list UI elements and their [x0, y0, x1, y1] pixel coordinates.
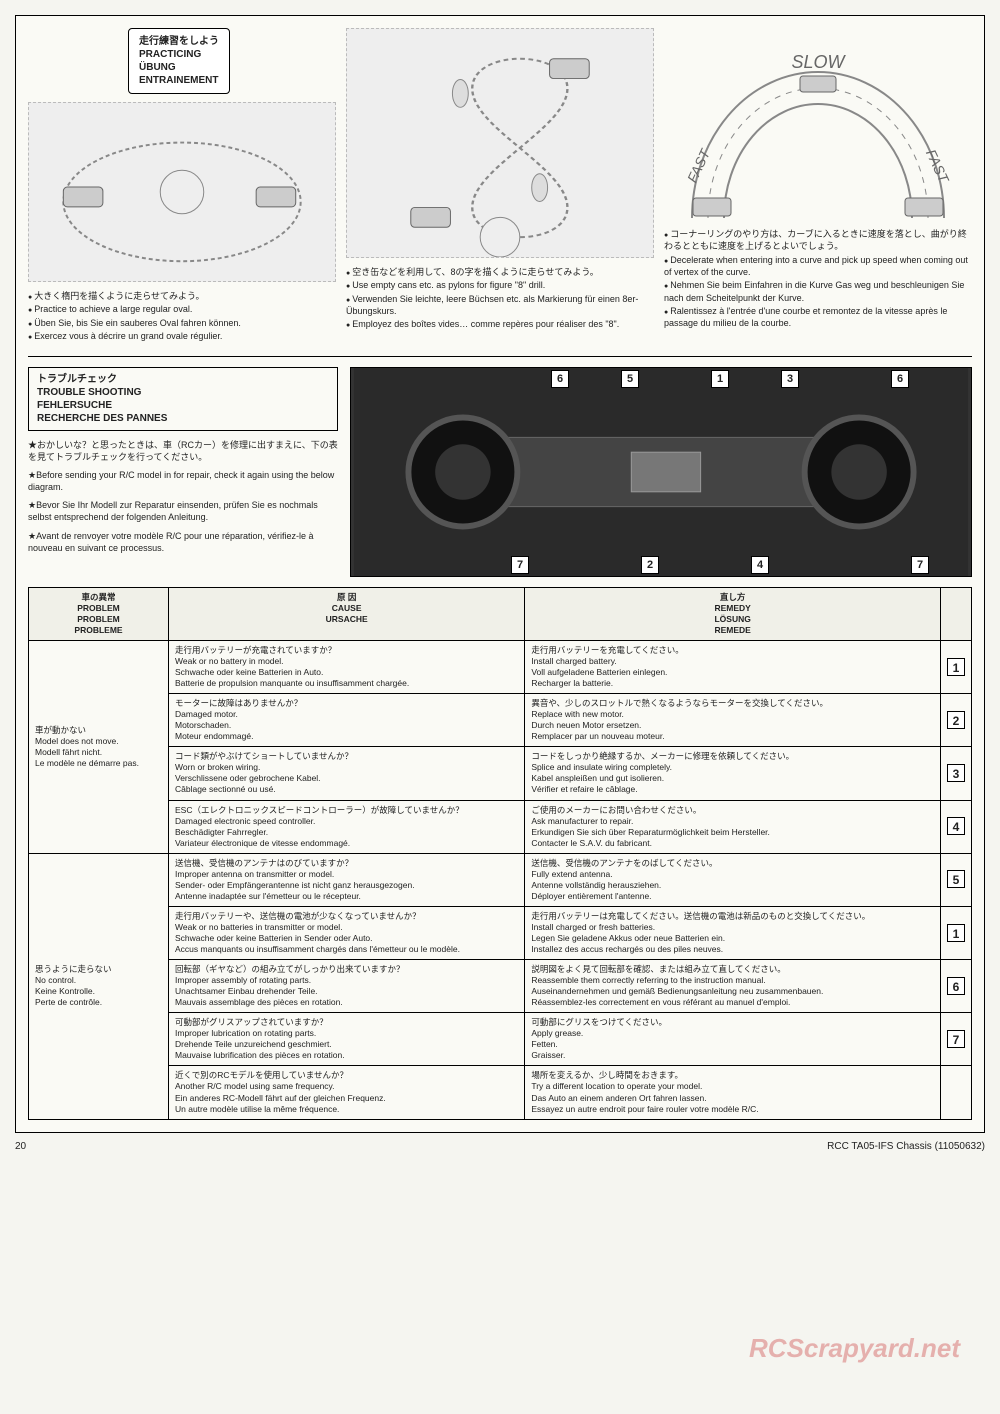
ti-de: ★Bevor Sie Ihr Modell zur Reparatur eins… [28, 499, 338, 523]
mb-jp: 空き缶などを利用して、8の字を描くように走らせてみよう。 [346, 266, 654, 278]
table-row: モーターに故障はありませんか？Damaged motor.Motorschade… [29, 694, 972, 747]
title-de: ÜBUNG [139, 61, 219, 74]
num-cell: 1 [941, 906, 972, 959]
lb-de: Üben Sie, bis Sie ein sauberes Oval fahr… [28, 317, 336, 329]
callout: 3 [781, 370, 799, 388]
remedy-cell: 異音や、少しのスロットルで熱くなるようならモーターを交換してください。Repla… [525, 694, 941, 747]
remedy-cell: 走行用バッテリーを充電してください。Install charged batter… [525, 640, 941, 693]
right-bullets: コーナーリングのやり方は、カーブに入るときに速度を落とし、曲がり終わるとともに速… [664, 228, 972, 329]
table-row: 車が動かないModel does not move.Modell fährt n… [29, 640, 972, 693]
cause-cell: 回転部（ギヤなど）の組み立てがしっかり出来ていますか？Improper asse… [169, 960, 525, 1013]
remedy-cell: 走行用バッテリーは充電してください。送信機の電池は新品のものと交換してください。… [525, 906, 941, 959]
problem-cell: 車が動かないModel does not move.Modell fährt n… [29, 640, 169, 853]
left-bullets: 大きく楕円を描くように走らせてみよう。 Practice to achieve … [28, 290, 336, 343]
callout: 7 [511, 556, 529, 574]
tt-fr: RECHERCHE DES PANNES [37, 412, 329, 425]
table-row: 可動部がグリスアップされていますか？Improper lubrication o… [29, 1013, 972, 1066]
table-row: ESC（エレクトロニックスピードコントローラー）が故障していませんか？Damag… [29, 800, 972, 853]
callout: 1 [711, 370, 729, 388]
cause-cell: コード類がやぶけてショートしていませんか？Worn or broken wiri… [169, 747, 525, 800]
cause-cell: 走行用バッテリーが充電されていますか？Weak or no battery in… [169, 640, 525, 693]
callout: 6 [551, 370, 569, 388]
slow-label: SLOW [791, 52, 846, 72]
table-row: 走行用バッテリーや、送信機の電池が少なくなっていませんか？Weak or no … [29, 906, 972, 959]
remedy-cell: ご使用のメーカーにお問い合わせください。Ask manufacturer to … [525, 800, 941, 853]
cause-cell: 可動部がグリスアップされていますか？Improper lubrication o… [169, 1013, 525, 1066]
num-cell: 2 [941, 694, 972, 747]
table-row: 近くで別のRCモデルを使用していませんか？Another R/C model u… [29, 1066, 972, 1119]
cause-cell: 送信機、受信機のアンテナはのびていますか？Improper antenna on… [169, 853, 525, 906]
table-row: 回転部（ギヤなど）の組み立てがしっかり出来ていますか？Improper asse… [29, 960, 972, 1013]
callout: 6 [891, 370, 909, 388]
title-jp: 走行練習をしよう [139, 35, 219, 48]
num-cell: 6 [941, 960, 972, 1013]
page-number: 20 [15, 1141, 26, 1152]
table-row: コード類がやぶけてショートしていませんか？Worn or broken wiri… [29, 747, 972, 800]
tt-de: FEHLERSUCHE [37, 399, 329, 412]
rb-en: Decelerate when entering into a curve an… [664, 254, 972, 279]
remedy-cell: 可動部にグリスをつけてください。Apply grease.Fetten.Grai… [525, 1013, 941, 1066]
title-en: PRACTICING [139, 48, 219, 61]
footer-ref: RCC TA05-IFS Chassis (11050632) [827, 1141, 985, 1152]
table-row: 思うように走らないNo control.Keine Kontrolle.Pert… [29, 853, 972, 906]
mid-bullets: 空き缶などを利用して、8の字を描くように走らせてみよう。 Use empty c… [346, 266, 654, 331]
remedy-cell: 送信機、受信機のアンテナをのばしてください。Fully extend anten… [525, 853, 941, 906]
trouble-title: トラブルチェック TROUBLE SHOOTING FEHLERSUCHE RE… [28, 367, 338, 431]
callout: 4 [751, 556, 769, 574]
callout: 2 [641, 556, 659, 574]
th-cause: 原 因 CAUSE URSACHE [169, 587, 525, 640]
lb-fr: Exercez vous à décrire un grand ovale ré… [28, 330, 336, 342]
ti-fr: ★Avant de renvoyer votre modèle R/C pour… [28, 530, 338, 554]
ti-en: ★Before sending your R/C model in for re… [28, 469, 338, 493]
figure8-illustration [346, 28, 654, 258]
cornering-illustration: SLOW FAST FAST [664, 28, 972, 228]
th-remedy: 直し方 REMEDY LÖSUNG REMEDE [525, 587, 941, 640]
num-cell: 3 [941, 747, 972, 800]
callout: 5 [621, 370, 639, 388]
cause-cell: ESC（エレクトロニックスピードコントローラー）が故障していませんか？Damag… [169, 800, 525, 853]
trouble-intro: ★おかしいな？と思ったときは、車（RCカー）を修理に出すまえに、下の表を見てトラ… [28, 439, 338, 554]
problem-cell: 思うように走らないNo control.Keine Kontrolle.Pert… [29, 853, 169, 1119]
tt-jp: トラブルチェック [37, 373, 329, 386]
num-cell: 7 [941, 1013, 972, 1066]
watermark: RCScrapyard.net [749, 1333, 960, 1364]
remedy-cell: コードをしっかり絶縁するか、メーカーに修理を依頼してください。Splice an… [525, 747, 941, 800]
th-num [941, 587, 972, 640]
rb-jp: コーナーリングのやり方は、カーブに入るときに速度を落とし、曲がり終わるとともに速… [664, 228, 972, 253]
mb-fr: Employez des boîtes vides… comme repères… [346, 318, 654, 330]
lb-en: Practice to achieve a large regular oval… [28, 303, 336, 315]
callout: 7 [911, 556, 929, 574]
cause-cell: 近くで別のRCモデルを使用していませんか？Another R/C model u… [169, 1066, 525, 1119]
mb-en: Use empty cans etc. as pylons for figure… [346, 279, 654, 291]
num-cell: 1 [941, 640, 972, 693]
cause-cell: モーターに故障はありませんか？Damaged motor.Motorschade… [169, 694, 525, 747]
chassis-photo: 6 5 1 3 6 7 2 4 7 [350, 367, 972, 577]
num-cell: 5 [941, 853, 972, 906]
num-cell: 4 [941, 800, 972, 853]
lb-jp: 大きく楕円を描くように走らせてみよう。 [28, 290, 336, 302]
trouble-table: 車の異常 PROBLEM PROBLEM PROBLEME 原 因 CAUSE … [28, 587, 972, 1120]
remedy-cell: 場所を変えるか、少し時間をおきます。Try a different locati… [525, 1066, 941, 1119]
oval-illustration [28, 102, 336, 282]
practicing-title: 走行練習をしよう PRACTICING ÜBUNG ENTRAINEMENT [128, 28, 230, 94]
ti-jp: ★おかしいな？と思ったときは、車（RCカー）を修理に出すまえに、下の表を見てトラ… [28, 439, 338, 463]
rb-de: Nehmen Sie beim Einfahren in die Kurve G… [664, 279, 972, 304]
rb-fr: Ralentissez à l'entrée d'une courbe et r… [664, 305, 972, 330]
mb-de: Verwenden Sie leichte, leere Büchsen etc… [346, 293, 654, 318]
th-problem: 車の異常 PROBLEM PROBLEM PROBLEME [29, 587, 169, 640]
tt-en: TROUBLE SHOOTING [37, 386, 329, 399]
num-cell [941, 1066, 972, 1119]
cause-cell: 走行用バッテリーや、送信機の電池が少なくなっていませんか？Weak or no … [169, 906, 525, 959]
remedy-cell: 説明図をよく見て回転部を確認、または組み立て直してください。Reassemble… [525, 960, 941, 1013]
title-fr: ENTRAINEMENT [139, 74, 219, 87]
